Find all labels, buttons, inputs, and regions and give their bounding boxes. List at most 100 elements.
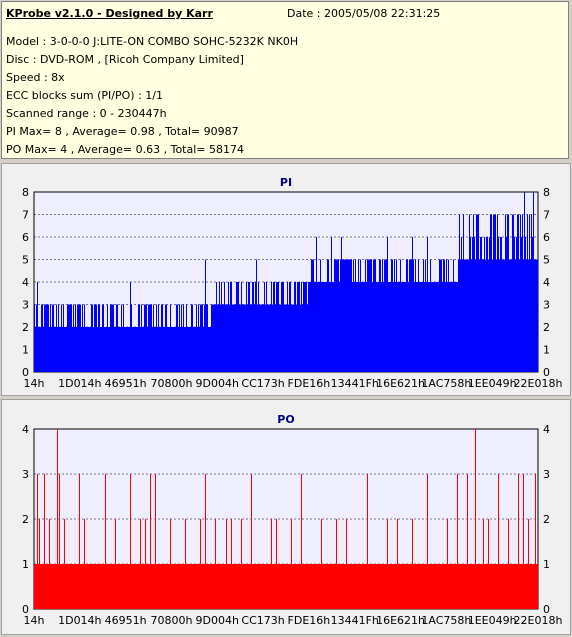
po-bar (409, 564, 410, 609)
po-bar (359, 564, 360, 609)
po-bars (34, 429, 538, 609)
po-bar (163, 564, 164, 609)
pi-bar (332, 282, 333, 372)
pi-bar (148, 304, 149, 372)
pi-bar (494, 214, 495, 372)
po-bar (103, 564, 104, 609)
po-bar (145, 519, 146, 609)
po-bar (257, 564, 258, 609)
po-bar (155, 474, 156, 609)
pi-bar (239, 304, 240, 372)
pi-bar (242, 304, 243, 372)
pi-bar (452, 282, 453, 372)
pi-bar (482, 259, 483, 372)
pi-bar (134, 327, 135, 372)
po-bar (349, 564, 350, 609)
po-bar (482, 564, 483, 609)
po-bar (382, 564, 383, 609)
pi-bar (328, 259, 329, 372)
pi-y-tick-label-right: 5 (543, 254, 550, 267)
pi-bar (386, 259, 387, 372)
po-bar (114, 564, 115, 609)
pi-bar (422, 282, 423, 372)
pi-bar (330, 282, 331, 372)
pi-bar (537, 259, 538, 372)
po-bar (189, 564, 190, 609)
pi-bar (301, 282, 302, 372)
po-bar (228, 564, 229, 609)
po-bar (515, 564, 516, 609)
po-bar (69, 564, 70, 609)
po-bar (218, 564, 219, 609)
pi-bar (125, 327, 126, 372)
pi-bar (425, 259, 426, 372)
po-bar (173, 564, 174, 609)
po-bar (345, 564, 346, 609)
po-bar (150, 474, 151, 609)
pi-bar (432, 282, 433, 372)
pi-bar (492, 259, 493, 372)
po-bar (50, 564, 51, 609)
pi-bar (177, 304, 178, 372)
pi-bar (233, 304, 234, 372)
pi-bar (75, 304, 76, 372)
pi-bar (361, 282, 362, 372)
pi-bar (473, 214, 474, 372)
po-x-tick-label: 16E621h (376, 614, 425, 627)
pi-bar (489, 237, 490, 372)
pi-bar (493, 214, 494, 372)
pi-bar (372, 282, 373, 372)
pi-chart-panel: PI 0 0 1 1 2 2 3 3 4 4 5 5 6 6 7 7 8 8 14h 1D014h 46951h 70800… (1, 163, 571, 396)
pi-bar (407, 259, 408, 372)
po-bar (325, 564, 326, 609)
po-y-tick-label-right: 3 (543, 468, 550, 481)
pi-bar (433, 282, 434, 372)
po-bar (517, 564, 518, 609)
po-bar (307, 564, 308, 609)
pi-bar (504, 259, 505, 372)
pi-bar (406, 259, 407, 372)
po-bar (101, 564, 102, 609)
po-bar (116, 564, 117, 609)
pi-bar (515, 259, 516, 372)
po-bar (417, 564, 418, 609)
pi-bar (397, 282, 398, 372)
pi-bar (524, 192, 525, 372)
pi-bar (97, 327, 98, 372)
po-bar (182, 564, 183, 609)
po-x-tick-label: 22E018h (514, 614, 563, 627)
po-y-tick-label-right: 0 (543, 603, 550, 616)
po-bar (167, 564, 168, 609)
pi-bar (530, 259, 531, 372)
pi-bar (498, 237, 499, 372)
pi-bar (285, 304, 286, 372)
po-bar (484, 564, 485, 609)
po-bar (134, 564, 135, 609)
po-bar (276, 519, 277, 609)
po-bar (154, 564, 155, 609)
pi-y-tick-label-left: 1 (22, 344, 29, 357)
pi-bar (323, 282, 324, 372)
po-bar (416, 564, 417, 609)
po-bar (509, 564, 510, 609)
po-bar (225, 564, 226, 609)
po-bar (324, 564, 325, 609)
po-bar (399, 564, 400, 609)
pi-bar (442, 282, 443, 372)
po-bar (502, 564, 503, 609)
po-bar (291, 519, 292, 609)
po-bar (438, 564, 439, 609)
po-bar (401, 564, 402, 609)
pi-bar (468, 259, 469, 372)
pi-y-tick-label-right: 7 (543, 209, 550, 222)
pi-bar (450, 282, 451, 372)
pi-bar (474, 237, 475, 372)
pi-y-tick-label-right: 2 (543, 321, 550, 334)
pi-bar (283, 282, 284, 372)
po-bar (81, 564, 82, 609)
pi-x-tick-label: CC173h (241, 377, 284, 390)
po-bar (305, 564, 306, 609)
pi-bar (423, 259, 424, 372)
pi-bar (520, 214, 521, 372)
po-bar (170, 519, 171, 609)
